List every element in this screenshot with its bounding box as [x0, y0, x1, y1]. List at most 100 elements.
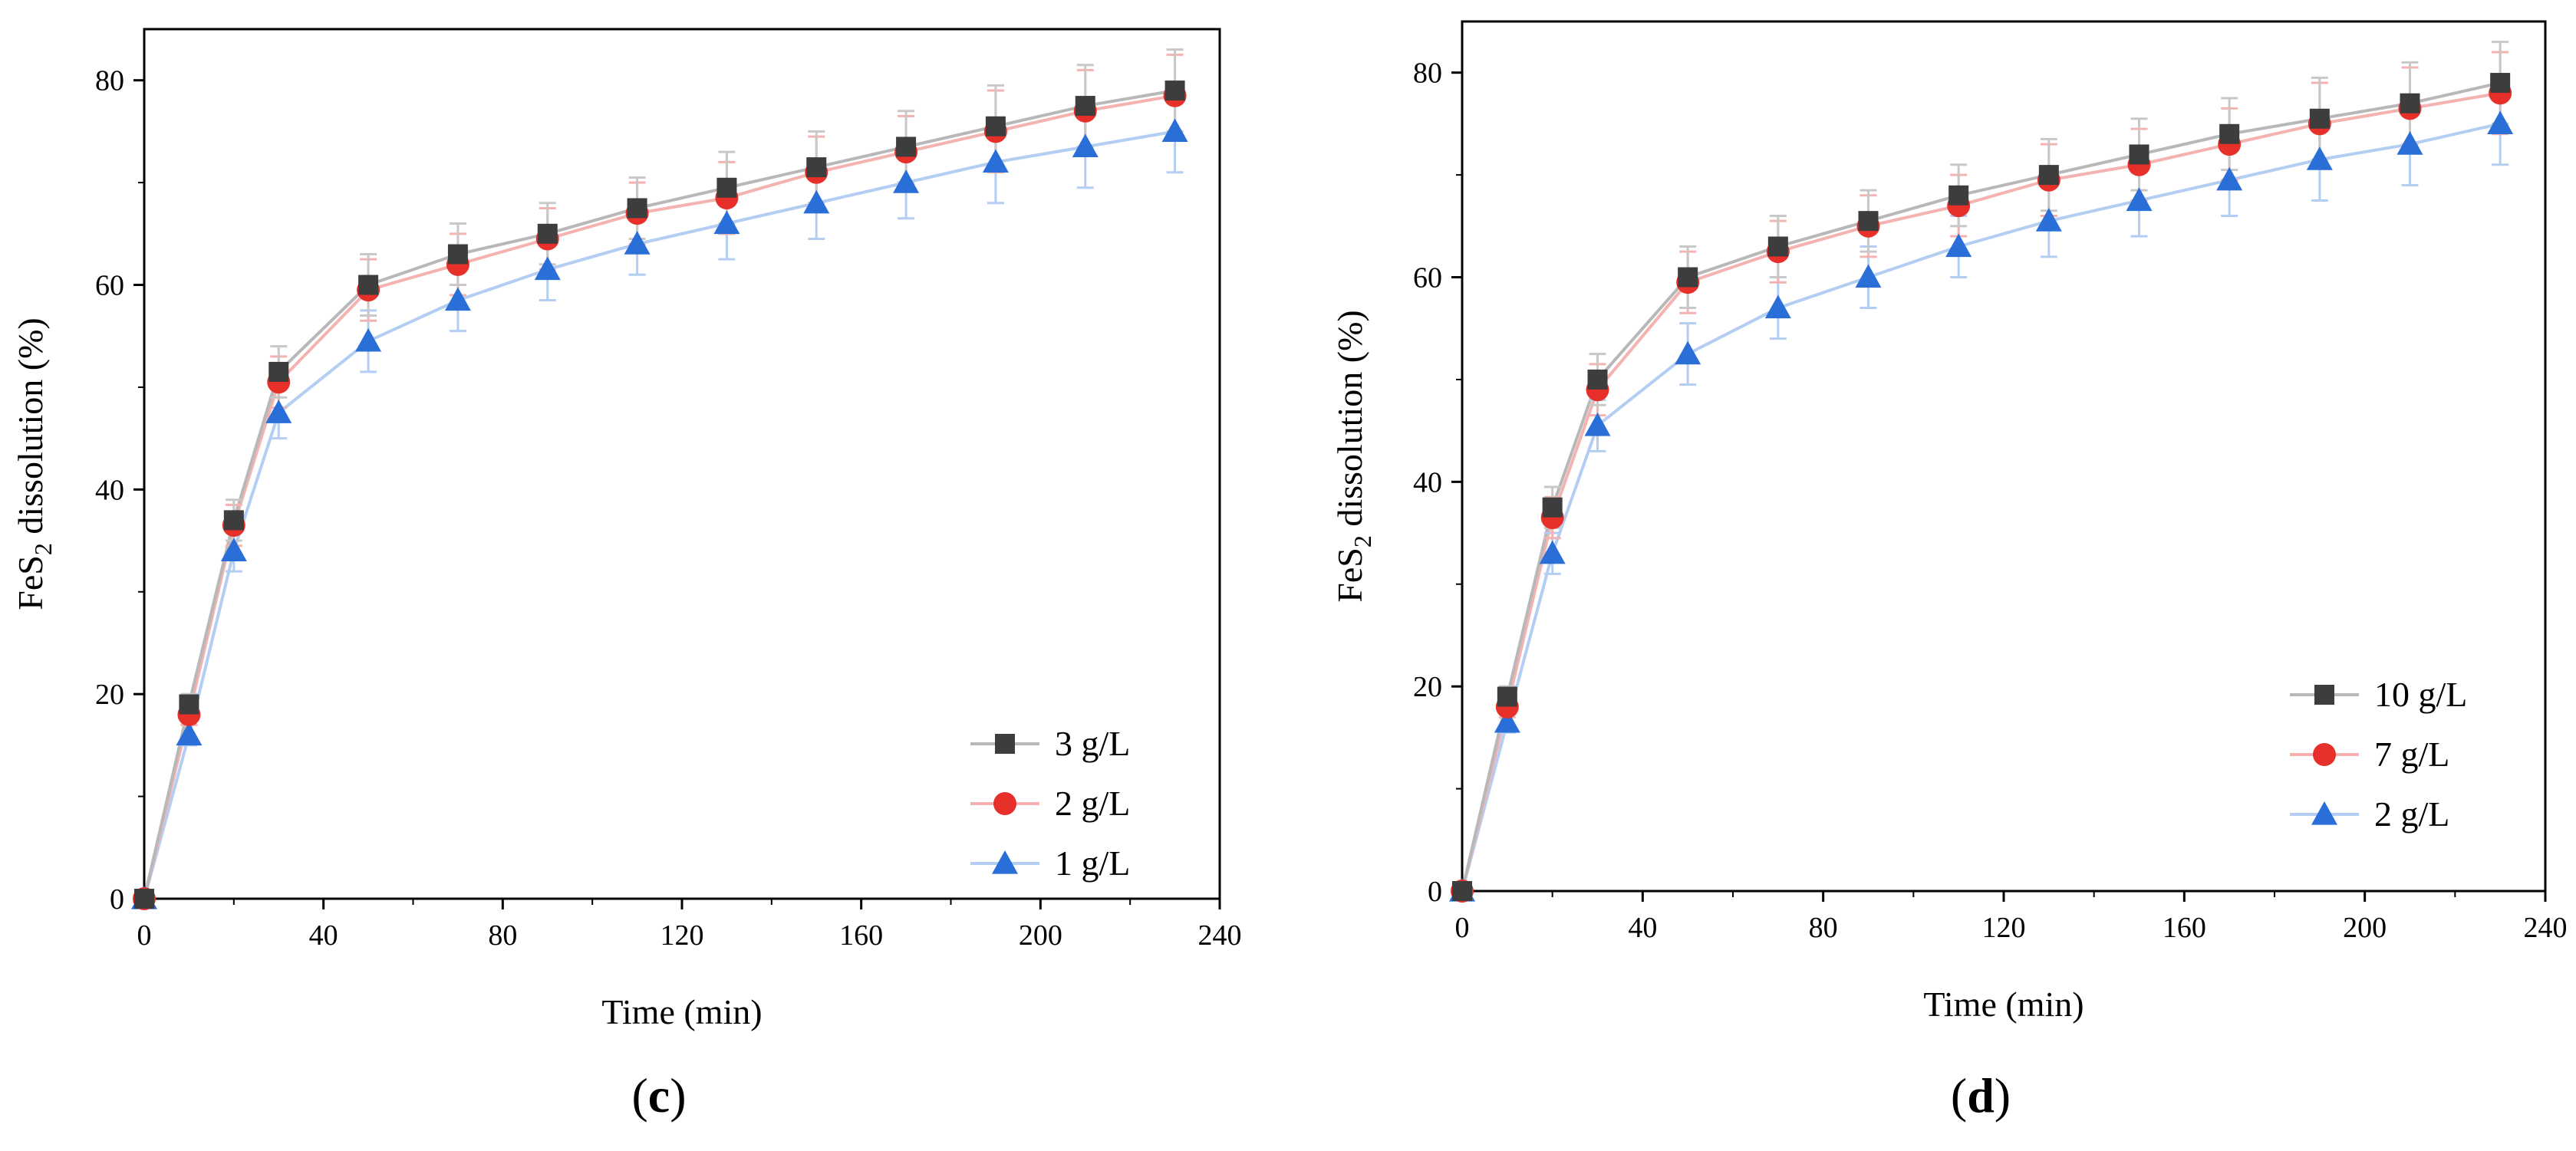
data-point: [268, 361, 289, 382]
x-axis-label: Time (min): [1923, 985, 2084, 1024]
data-point: [537, 223, 558, 244]
legend-marker: [2313, 743, 2336, 766]
y-tick-label: 0: [1428, 876, 1442, 908]
x-tick-label: 240: [2524, 912, 2568, 944]
data-point: [806, 157, 827, 178]
legend-marker: [995, 734, 1015, 754]
chart-panel-d: 0 40 80 120 160 200 240 0 20 40 60 80 Time (min) FeS2…: [1330, 20, 2568, 1123]
data-point: [355, 327, 382, 352]
y-tick-label: 60: [1413, 262, 1442, 294]
legend-label: 7 g/L: [2374, 735, 2449, 774]
data-point: [358, 275, 379, 295]
data-point: [713, 210, 740, 235]
x-tick-label: 80: [488, 919, 517, 952]
x-tick-label: 160: [839, 919, 883, 952]
data-point: [982, 149, 1009, 173]
plot-frame: [143, 28, 1221, 900]
x-tick-label: 40: [1628, 912, 1657, 944]
data-point: [1075, 96, 1095, 117]
data-point: [2035, 208, 2062, 232]
data-point: [896, 136, 917, 157]
data-point: [1497, 686, 1517, 707]
y-tick-label: 60: [95, 270, 124, 302]
data-point: [2038, 165, 2059, 186]
y-tick-label: 40: [1413, 466, 1442, 498]
data-point: [893, 169, 920, 193]
legend-marker: [2314, 685, 2334, 705]
y-tick-label: 20: [95, 679, 124, 711]
y-axis-label: FeS2 dissolution (%): [11, 317, 57, 610]
data-point: [179, 694, 199, 715]
data-point: [1164, 81, 1185, 101]
data-point: [985, 116, 1006, 136]
data-point: [2306, 146, 2333, 170]
data-point: [1161, 118, 1188, 143]
data-point: [1072, 133, 1099, 158]
x-tick-label: 80: [1809, 912, 1838, 944]
data-point: [1494, 709, 1520, 733]
data-point: [624, 231, 651, 255]
data-point: [134, 889, 154, 909]
data-point: [2129, 144, 2149, 165]
y-tick-label: 20: [1413, 671, 1442, 703]
data-point: [1587, 369, 1608, 390]
data-point: [803, 189, 830, 214]
legend-label: 3 g/L: [1055, 724, 1130, 763]
series-line: [143, 130, 1175, 899]
data-point: [1764, 294, 1791, 319]
series-line: [1461, 91, 2501, 892]
data-point: [265, 400, 292, 423]
chart-panel-c: 0 40 80 120 160 200 240 0 20 40 60 80 Time (min) FeS2…: [11, 28, 1242, 1123]
series-line: [143, 94, 1175, 899]
legend-label: 2 g/L: [1055, 784, 1130, 823]
data-point: [2309, 108, 2330, 129]
data-point: [1948, 185, 1969, 206]
data-point: [1945, 233, 1972, 258]
data-point: [1858, 211, 1879, 232]
data-point: [1539, 540, 1566, 564]
x-tick-label: 120: [660, 919, 704, 952]
data-point: [447, 244, 468, 265]
data-point: [1584, 412, 1611, 436]
data-point: [1542, 497, 1563, 518]
data-point: [2487, 110, 2514, 135]
legend-marker: [992, 850, 1018, 874]
legend-label: 10 g/L: [2374, 675, 2467, 714]
legend-label: 2 g/L: [2374, 794, 2449, 834]
data-point: [2400, 93, 2420, 113]
x-axis-label: Time (min): [601, 992, 762, 1031]
panel-label: (d): [1951, 1068, 2011, 1123]
legend-marker: [993, 792, 1016, 815]
x-tick-label: 160: [2163, 912, 2206, 944]
series-line: [1461, 81, 2501, 892]
x-tick-label: 0: [1455, 912, 1470, 944]
x-tick-label: 120: [1982, 912, 2026, 944]
data-point: [444, 287, 471, 311]
data-point: [220, 538, 247, 561]
data-point: [1855, 264, 1882, 288]
data-point: [1767, 236, 1788, 257]
data-point: [2490, 73, 2511, 94]
x-tick-label: 200: [2343, 912, 2387, 944]
legend-label: 1 g/L: [1055, 844, 1130, 883]
data-point: [1675, 340, 1701, 365]
y-tick-label: 80: [1413, 58, 1442, 90]
data-point: [176, 722, 203, 746]
x-tick-label: 0: [137, 919, 152, 952]
panel-label: (c): [631, 1068, 686, 1123]
data-point: [223, 510, 244, 531]
data-point: [534, 256, 561, 281]
legend: 3 g/L 2 g/L 1 g/L: [970, 724, 1130, 883]
legend-marker: [2311, 801, 2337, 825]
data-point: [716, 177, 737, 198]
x-tick-label: 200: [1019, 919, 1062, 952]
data-point: [2396, 131, 2423, 155]
data-point: [627, 198, 647, 219]
x-tick-label: 40: [309, 919, 338, 952]
series-line: [1461, 122, 2501, 892]
data-point: [2216, 166, 2243, 191]
data-point: [2126, 187, 2153, 212]
data-point: [2219, 123, 2240, 144]
legend: 10 g/L 7 g/L 2 g/L: [2290, 675, 2467, 834]
